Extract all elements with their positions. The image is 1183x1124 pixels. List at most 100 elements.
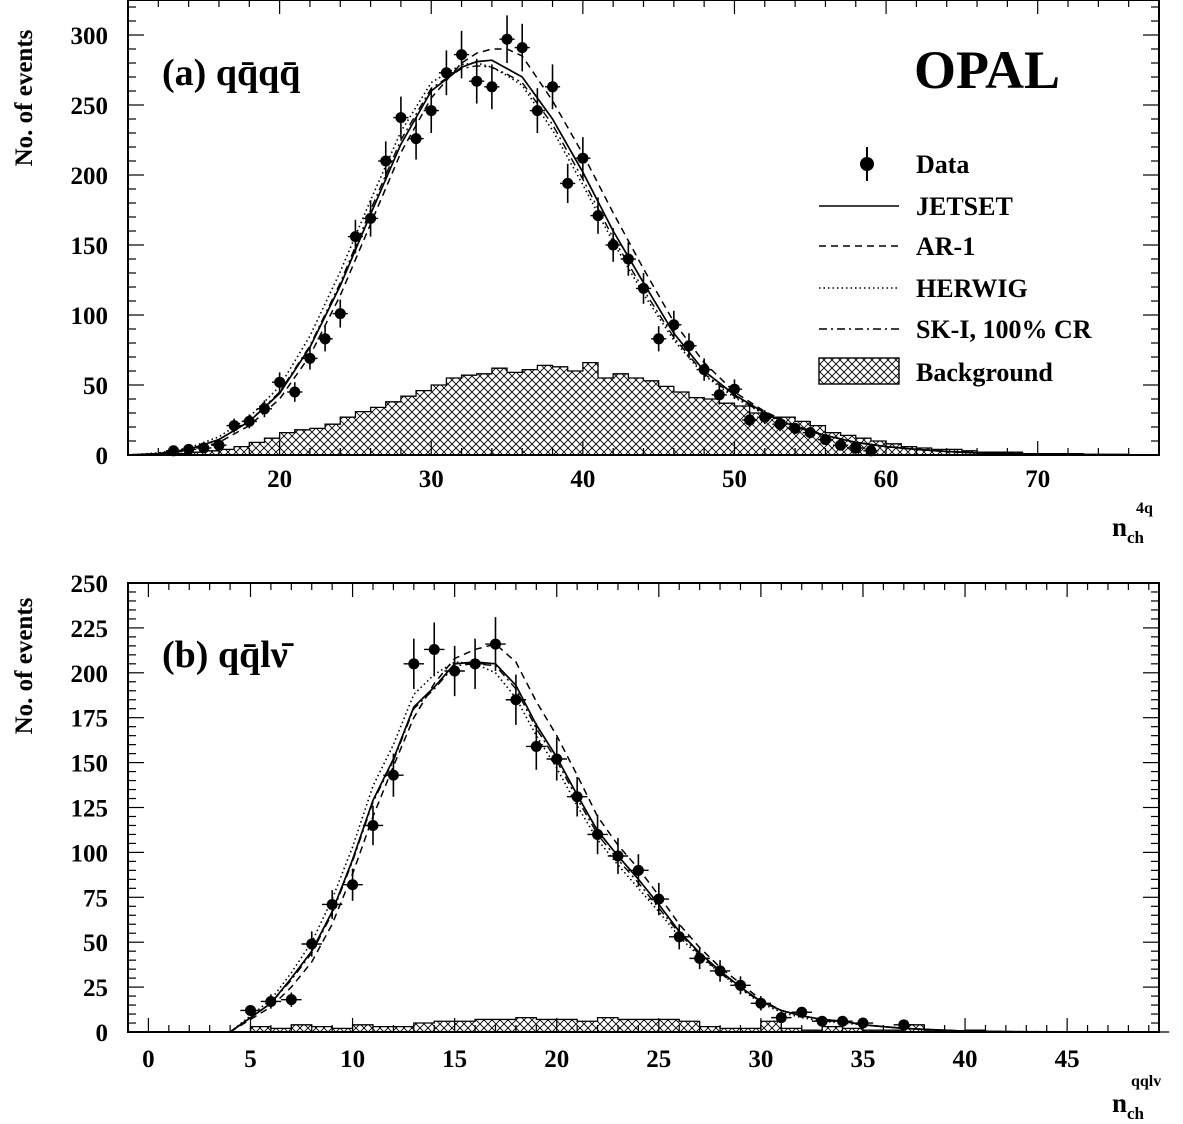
panel-a-data-marker bbox=[759, 412, 770, 423]
panel-b-title-channel: qq̄lν̄ bbox=[218, 634, 294, 676]
panel-b-data-point bbox=[363, 806, 383, 846]
panel-a-data-marker bbox=[593, 210, 604, 221]
panel-a-y-axis-label: No. of events bbox=[11, 29, 38, 166]
panel-a-data-point bbox=[681, 333, 696, 358]
panel-b-data-marker bbox=[286, 994, 297, 1005]
panel-a-data-marker bbox=[683, 340, 694, 351]
panel-b: 0 5 10 15 20 25 30 35 40 450255075100125150175200… bbox=[11, 571, 1169, 1123]
panel-a-x-tick-label: 70 bbox=[1025, 466, 1050, 493]
panel-a-data-marker bbox=[304, 353, 315, 364]
panel-a-data-marker bbox=[729, 384, 740, 395]
panel-a-data-point bbox=[545, 64, 560, 109]
panel-a-data-point bbox=[318, 326, 333, 351]
legend-item-data: Data bbox=[860, 147, 969, 181]
legend: Data JETSET AR-1 HERWIG SK-I, 100% CR Ba… bbox=[819, 147, 1092, 387]
legend-label-background: Background bbox=[916, 358, 1053, 387]
panel-a-data-point bbox=[378, 141, 393, 180]
panel-b-x-tick-label: 15 bbox=[442, 1046, 467, 1073]
panel-a-x-axis-label-base: n bbox=[1112, 512, 1127, 542]
panel-a-data-marker bbox=[744, 415, 755, 426]
panel-a-data-marker bbox=[426, 105, 437, 116]
panel-b-data-marker bbox=[449, 666, 460, 677]
panel-a-data-point bbox=[424, 88, 439, 133]
panel-a-data-marker bbox=[244, 416, 255, 427]
panel-b-y-tick-label: 25 bbox=[83, 975, 108, 1002]
panel-b-data-marker bbox=[347, 879, 358, 890]
panel-b-data-point bbox=[424, 623, 444, 677]
panel-a-data-marker bbox=[638, 283, 649, 294]
panel-a-data-point bbox=[606, 228, 621, 262]
panel-a-data-marker bbox=[820, 434, 831, 445]
panel-b-data-marker bbox=[306, 938, 317, 949]
panel-a-data-marker bbox=[335, 308, 346, 319]
panel-b-y-tick-label: 250 bbox=[71, 571, 109, 598]
panel-a-data-point bbox=[439, 50, 454, 95]
panel-b-data-point bbox=[649, 883, 669, 915]
panel-a-data-marker bbox=[835, 440, 846, 451]
panel-b-x-tick-label: 35 bbox=[850, 1046, 875, 1073]
panel-a-data-point bbox=[272, 372, 287, 392]
panel-a-data-point bbox=[227, 419, 242, 433]
panel-a-x-tick-label: 20 bbox=[267, 466, 292, 493]
panel-a-data-marker bbox=[168, 445, 179, 456]
panel-b-data-point bbox=[302, 931, 322, 956]
panel-a-data-marker bbox=[395, 112, 406, 123]
panel-b-data-marker bbox=[776, 1012, 787, 1023]
panel-a-x-tick-label: 50 bbox=[722, 466, 747, 493]
panel-b-data-marker bbox=[531, 741, 542, 752]
panel-b-data-point bbox=[240, 1005, 260, 1016]
panel-a-data-point bbox=[666, 311, 681, 339]
panel-a-data-marker bbox=[320, 333, 331, 344]
legend-item-jetset: JETSET bbox=[819, 192, 1013, 221]
panel-b-data-marker bbox=[470, 658, 481, 669]
panel-a-data-marker bbox=[699, 364, 710, 375]
panel-a-x-tick-label: 30 bbox=[419, 466, 444, 493]
panel-b-y-tick-label: 100 bbox=[71, 840, 109, 867]
panel-a-data-point bbox=[499, 15, 514, 63]
panel-b-data-marker bbox=[245, 1005, 256, 1016]
panel-a-data-marker bbox=[274, 377, 285, 388]
legend-label-ar1: AR-1 bbox=[916, 232, 975, 261]
panel-a-data-marker bbox=[608, 240, 619, 251]
panel-a-data-marker bbox=[865, 445, 876, 456]
panel-b-title-prefix: (b) bbox=[162, 634, 218, 676]
panel-b-data-marker bbox=[653, 894, 664, 905]
panel-a-data-point bbox=[393, 97, 408, 139]
panel-a-title-channel: qq̄qq̄ bbox=[216, 52, 301, 94]
panel-a-data-point bbox=[560, 164, 575, 203]
panel-b-data-marker bbox=[612, 850, 623, 861]
panel-a-x-tick-label: 40 bbox=[570, 466, 595, 493]
panel-b-data-marker bbox=[715, 965, 726, 976]
experiment-logo: OPAL bbox=[914, 40, 1060, 100]
panel-a-data-marker bbox=[471, 76, 482, 87]
panel-b-y-tick-label: 225 bbox=[71, 616, 109, 643]
panel-a-data-marker bbox=[289, 387, 300, 398]
panel-a-data-marker bbox=[380, 156, 391, 167]
panel-a-x-axis-label-sub: ch bbox=[1127, 528, 1145, 547]
legend-label-ski: SK-I, 100% CR bbox=[916, 315, 1092, 344]
panel-a-x-axis-label: n ch 4q bbox=[1112, 500, 1153, 547]
panel-a-data-point bbox=[363, 200, 378, 236]
legend-label-herwig: HERWIG bbox=[916, 274, 1028, 303]
legend-item-ar1: AR-1 bbox=[819, 232, 975, 261]
panel-b-x-tick-label: 25 bbox=[646, 1046, 671, 1073]
panel-a-data-marker bbox=[774, 419, 785, 430]
panel-b-x-tick-label: 10 bbox=[340, 1046, 365, 1073]
panel-b-data-point bbox=[628, 854, 648, 886]
panel-b-x-tick-label: 30 bbox=[748, 1046, 773, 1073]
panel-a-data-marker bbox=[350, 231, 361, 242]
panel-b-background-histogram bbox=[128, 1018, 1169, 1032]
panel-a-y-tick-label: 100 bbox=[71, 303, 109, 330]
panel-b-data-point bbox=[547, 737, 567, 780]
panel-a-title-prefix: (a) bbox=[162, 52, 216, 94]
panel-a-data-marker bbox=[441, 67, 452, 78]
panel-a-data-marker bbox=[562, 178, 573, 189]
panel-a-data-point bbox=[333, 300, 348, 328]
panel-a-data-marker bbox=[365, 213, 376, 224]
legend-item-herwig: HERWIG bbox=[819, 274, 1028, 303]
panel-a-data-point bbox=[469, 59, 484, 104]
panel-b-x-tick-label: 40 bbox=[953, 1046, 978, 1073]
panel-b-data-point bbox=[710, 960, 730, 982]
panel-b-data-marker bbox=[674, 931, 685, 942]
